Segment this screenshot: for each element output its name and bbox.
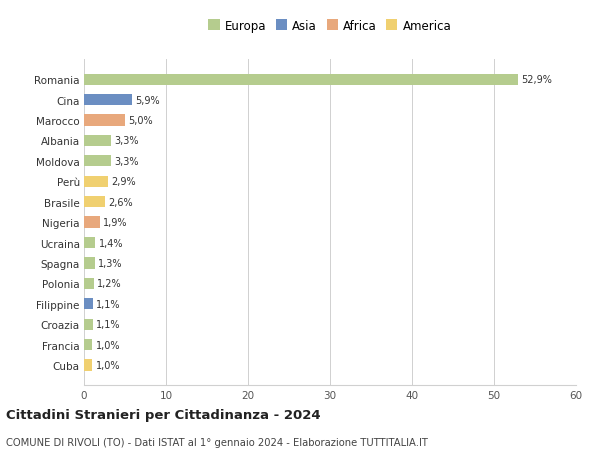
Bar xyxy=(84,339,92,350)
Bar xyxy=(84,258,95,269)
Bar xyxy=(84,176,108,187)
Text: 1,0%: 1,0% xyxy=(95,360,120,370)
Bar xyxy=(84,359,92,371)
Text: 1,2%: 1,2% xyxy=(97,279,122,289)
Text: 3,3%: 3,3% xyxy=(115,136,139,146)
Text: 1,4%: 1,4% xyxy=(99,238,123,248)
Bar xyxy=(84,298,93,310)
Bar xyxy=(84,278,94,289)
Bar xyxy=(84,217,100,228)
Text: 2,9%: 2,9% xyxy=(111,177,136,187)
Text: 1,0%: 1,0% xyxy=(95,340,120,350)
Bar xyxy=(84,74,518,86)
Text: 1,3%: 1,3% xyxy=(98,258,122,269)
Bar xyxy=(84,237,95,249)
Bar xyxy=(84,196,106,208)
Bar xyxy=(84,319,93,330)
Text: 1,1%: 1,1% xyxy=(97,299,121,309)
Text: 2,6%: 2,6% xyxy=(109,197,133,207)
Bar xyxy=(84,156,111,167)
Legend: Europa, Asia, Africa, America: Europa, Asia, Africa, America xyxy=(208,20,452,33)
Bar xyxy=(84,95,133,106)
Bar xyxy=(84,135,111,147)
Bar xyxy=(84,115,125,126)
Text: 3,3%: 3,3% xyxy=(115,157,139,167)
Text: 5,0%: 5,0% xyxy=(128,116,153,126)
Text: 1,1%: 1,1% xyxy=(97,319,121,330)
Text: 5,9%: 5,9% xyxy=(136,95,160,106)
Text: 1,9%: 1,9% xyxy=(103,218,127,228)
Text: COMUNE DI RIVOLI (TO) - Dati ISTAT al 1° gennaio 2024 - Elaborazione TUTTITALIA.: COMUNE DI RIVOLI (TO) - Dati ISTAT al 1°… xyxy=(6,437,428,447)
Text: 52,9%: 52,9% xyxy=(521,75,552,85)
Text: Cittadini Stranieri per Cittadinanza - 2024: Cittadini Stranieri per Cittadinanza - 2… xyxy=(6,408,320,421)
